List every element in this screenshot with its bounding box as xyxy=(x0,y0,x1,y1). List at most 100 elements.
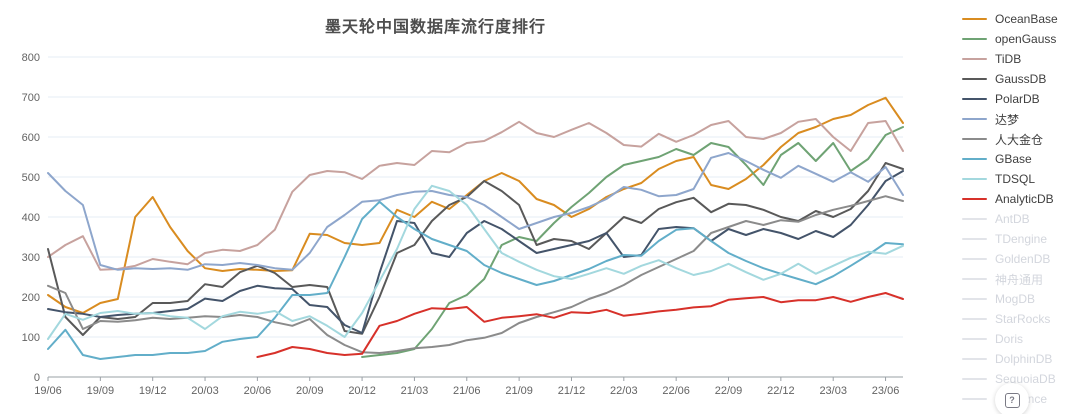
y-axis-tick-label: 300 xyxy=(22,252,40,264)
legend-item-达梦[interactable]: 达梦 xyxy=(962,109,1074,129)
legend-line-swatch xyxy=(962,378,987,380)
legend-item-StarRocks[interactable]: StarRocks xyxy=(962,309,1074,329)
legend-label: MogDB xyxy=(995,292,1036,306)
legend-item-TDengine[interactable]: TDengine xyxy=(962,229,1074,249)
series-line-GBase xyxy=(47,200,904,360)
legend-line-swatch xyxy=(962,338,987,340)
legend-item-PolarDB[interactable]: PolarDB xyxy=(962,89,1074,109)
legend-line-swatch xyxy=(962,318,987,320)
x-axis-tick-label: 22/06 xyxy=(662,385,690,397)
legend-item-TiDB[interactable]: TiDB xyxy=(962,49,1074,69)
chart-legend: OceanBase openGauss TiDB GaussDB PolarDB 达梦人大… xyxy=(962,9,1074,409)
x-axis-tick-label: 20/09 xyxy=(296,385,324,397)
series-line-TDSQL xyxy=(47,184,904,340)
y-axis-tick-label: 200 xyxy=(22,292,40,304)
y-axis-tick-label: 800 xyxy=(22,52,40,64)
legend-line-swatch xyxy=(962,278,987,280)
legend-label: TiDB xyxy=(995,52,1022,66)
legend-line-swatch xyxy=(962,198,987,200)
x-axis-tick-label: 20/12 xyxy=(348,385,376,397)
y-axis-tick-label: 700 xyxy=(22,92,40,104)
legend-label: GBase xyxy=(995,152,1032,166)
legend-label: TDSQL xyxy=(995,172,1036,186)
legend-line-swatch xyxy=(962,218,987,220)
legend-line-swatch xyxy=(962,238,987,240)
legend-label: GoldenDB xyxy=(995,252,1051,266)
series-line-openGauss xyxy=(361,126,904,358)
legend-item-OceanBase[interactable]: OceanBase xyxy=(962,9,1074,29)
legend-line-swatch xyxy=(962,358,987,360)
x-axis-tick-label: 21/09 xyxy=(505,385,533,397)
legend-line-swatch xyxy=(962,38,987,40)
question-mark-icon: ? xyxy=(1004,392,1020,408)
legend-label: SequoiaDB xyxy=(995,372,1056,386)
series-line-AnalyticDB xyxy=(256,292,904,358)
legend-label: PolarDB xyxy=(995,92,1040,106)
legend-label: StarRocks xyxy=(995,312,1051,326)
legend-label: Doris xyxy=(995,332,1024,346)
x-axis-tick-label: 20/06 xyxy=(244,385,272,397)
x-axis-tick-label: 23/06 xyxy=(872,385,900,397)
legend-item-GBase[interactable]: GBase xyxy=(962,149,1074,169)
legend-line-swatch xyxy=(962,78,987,80)
legend-label: TDengine xyxy=(995,232,1048,246)
legend-item-AntDB[interactable]: AntDB xyxy=(962,209,1074,229)
legend-label: openGauss xyxy=(995,32,1057,46)
legend-item-AnalyticDB[interactable]: AnalyticDB xyxy=(962,189,1074,209)
legend-label: 神舟通用 xyxy=(995,272,1044,287)
x-axis-tick-label: 21/06 xyxy=(453,385,481,397)
legend-line-swatch xyxy=(962,138,987,140)
legend-item-神舟通用[interactable]: 神舟通用 xyxy=(962,269,1074,289)
x-axis-tick-label: 22/09 xyxy=(715,385,743,397)
y-axis-tick-label: 600 xyxy=(22,132,40,144)
legend-item-GoldenDB[interactable]: GoldenDB xyxy=(962,249,1074,269)
legend-label: AnalyticDB xyxy=(995,192,1054,206)
legend-line-swatch xyxy=(962,178,987,180)
legend-item-DolphinDB[interactable]: DolphinDB xyxy=(962,349,1074,369)
legend-label: 人大金仓 xyxy=(995,132,1044,147)
help-button[interactable]: ? xyxy=(995,383,1029,414)
legend-line-swatch xyxy=(962,398,987,400)
series-line-OceanBase xyxy=(47,96,904,314)
series-line-PolarDB xyxy=(47,170,904,334)
legend-label: AntDB xyxy=(995,212,1030,226)
legend-label: 达梦 xyxy=(995,112,1020,127)
series-line-TiDB xyxy=(47,118,904,271)
x-axis-tick-label: 22/12 xyxy=(767,385,795,397)
x-axis-tick-label: 23/03 xyxy=(819,385,847,397)
legend-line-swatch xyxy=(962,118,987,120)
legend-item-openGauss[interactable]: openGauss xyxy=(962,29,1074,49)
legend-item-GaussDB[interactable]: GaussDB xyxy=(962,69,1074,89)
x-axis-tick-label: 22/03 xyxy=(610,385,638,397)
legend-line-swatch xyxy=(962,98,987,100)
legend-line-swatch xyxy=(962,18,987,20)
y-axis-tick-label: 0 xyxy=(34,372,40,384)
y-axis-tick-label: 400 xyxy=(22,212,40,224)
series-line-达梦 xyxy=(47,152,904,271)
x-axis-tick-label: 19/12 xyxy=(139,385,167,397)
legend-label: OceanBase xyxy=(995,12,1058,26)
legend-item-SequoiaDB[interactable]: SequoiaDB xyxy=(962,369,1074,389)
x-axis-tick-label: 21/03 xyxy=(401,385,429,397)
y-axis-tick-label: 500 xyxy=(22,172,40,184)
x-axis-tick-label: 19/06 xyxy=(34,385,62,397)
legend-label: DolphinDB xyxy=(995,352,1053,366)
legend-item-MogDB[interactable]: MogDB xyxy=(962,289,1074,309)
legend-item-人大金仓[interactable]: 人大金仓 xyxy=(962,129,1074,149)
legend-line-swatch xyxy=(962,258,987,260)
legend-line-swatch xyxy=(962,158,987,160)
x-axis-tick-label: 21/12 xyxy=(558,385,586,397)
legend-line-swatch xyxy=(962,298,987,300)
legend-label: GaussDB xyxy=(995,72,1047,86)
series-line-GaussDB xyxy=(47,162,904,336)
legend-item-Doris[interactable]: Doris xyxy=(962,329,1074,349)
y-axis-tick-label: 100 xyxy=(22,332,40,344)
legend-item-TDSQL[interactable]: TDSQL xyxy=(962,169,1074,189)
x-axis-tick-label: 20/03 xyxy=(191,385,219,397)
series-line-人大金仓 xyxy=(47,195,904,354)
x-axis-tick-label: 19/09 xyxy=(87,385,115,397)
legend-line-swatch xyxy=(962,58,987,60)
chart-title: 墨天轮中国数据库流行度排行 xyxy=(324,19,546,36)
